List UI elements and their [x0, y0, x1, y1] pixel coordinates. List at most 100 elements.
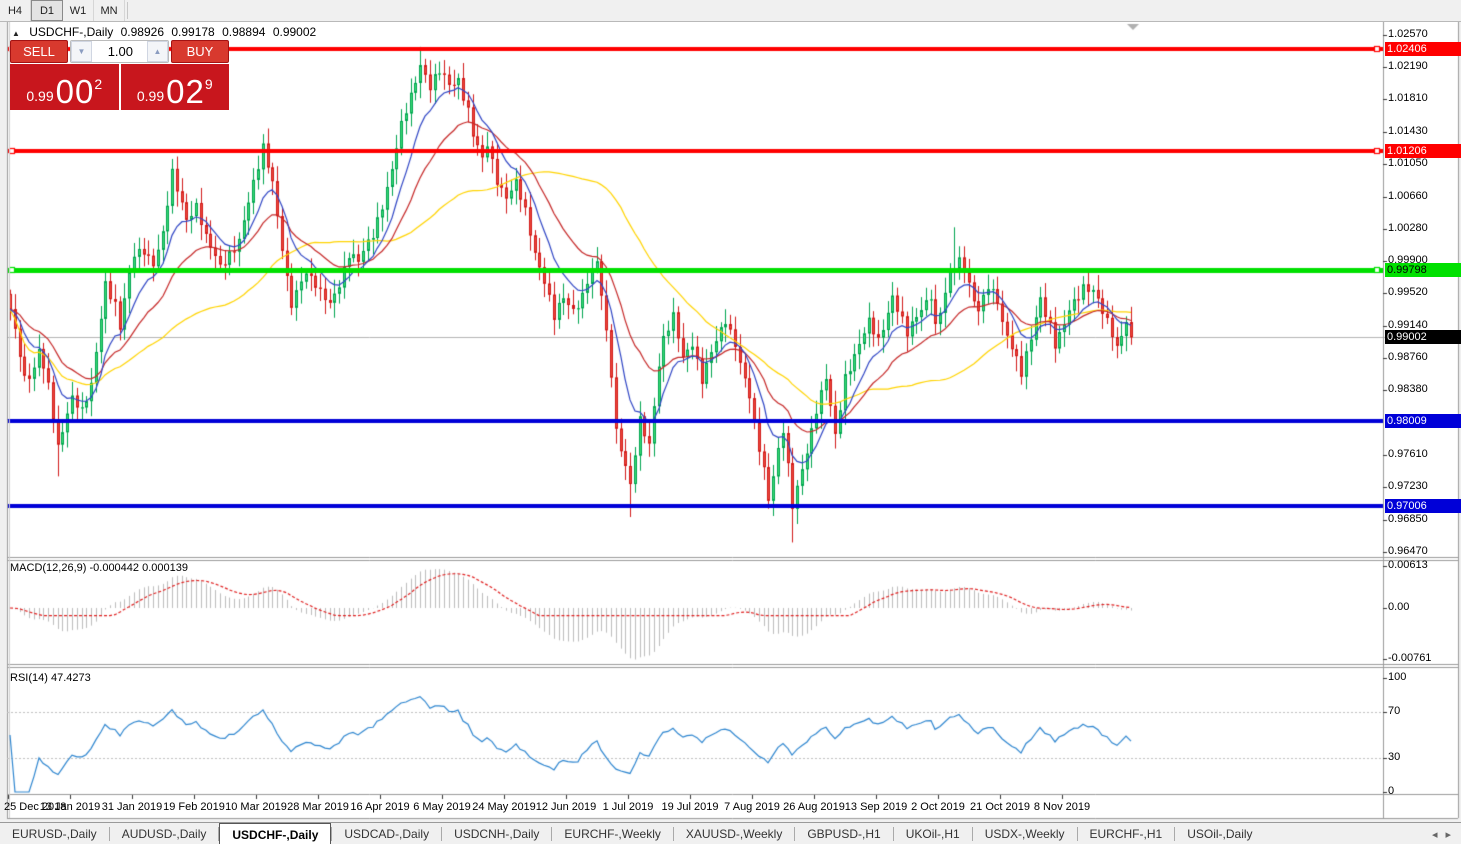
tab-separator: [971, 827, 973, 841]
date-tick-label: 19 Feb 2019: [163, 801, 225, 813]
chart-tab-eurusd-daily[interactable]: EURUSD-,Daily: [12, 827, 97, 841]
chart-tab-audusd-daily[interactable]: AUDUSD-,Daily: [121, 827, 207, 841]
chart-title-bar: ▲ USDCHF-,Daily 0.98926 0.99178 0.98894 …: [12, 25, 320, 39]
date-tick-label: 7 Aug 2019: [724, 801, 780, 813]
ohlc-open: 0.98926: [120, 25, 164, 39]
price-tick-label: 0.96850: [1388, 512, 1428, 525]
volume-input[interactable]: 1.00: [92, 41, 147, 62]
macd-label: MACD(12,26,9) -0.000442 0.000139: [10, 562, 188, 574]
buy-price-pip: 9: [204, 76, 213, 92]
timeframe-button-w1[interactable]: W1: [63, 0, 94, 21]
tab-scroll-left-icon[interactable]: ◂: [1431, 828, 1438, 841]
tab-separator: [331, 827, 333, 841]
tab-scroll-right-icon[interactable]: ▸: [1445, 828, 1451, 841]
buy-button[interactable]: BUY: [171, 40, 229, 63]
date-tick-label: 6 May 2019: [413, 801, 471, 813]
price-level-badge: 0.99798: [1385, 262, 1461, 277]
price-tick-label: 1.01050: [1388, 156, 1428, 169]
macd-axis-label: 0.00613: [1388, 559, 1428, 571]
chart-tab-usdchf-daily[interactable]: USDCHF-,Daily: [219, 823, 332, 844]
volume-spinner: ▼ 1.00 ▲: [70, 40, 169, 63]
date-tick-label: 31 Jan 2019: [101, 801, 163, 813]
chart-tab-usdcnh-daily[interactable]: USDCNH-,Daily: [454, 827, 540, 841]
date-tick-label: 12 Jun 2019: [535, 801, 597, 813]
tab-separator: [1174, 827, 1176, 841]
tab-separator: [551, 827, 553, 841]
timeframe-toolbar: H4 D1 W1 MN: [0, 0, 1461, 22]
price-tick-label: 1.01430: [1388, 124, 1428, 137]
chart-symbol-title: USDCHF-,Daily: [29, 25, 114, 39]
date-tick-label: 13 Jan 2019: [39, 801, 101, 813]
price-tick-label: 1.02570: [1388, 28, 1428, 40]
ohlc-high: 0.99178: [171, 25, 215, 39]
price-tick-label: 1.00280: [1388, 222, 1428, 234]
sell-price-prefix: 0.99: [26, 88, 54, 104]
collapse-trade-panel-icon[interactable]: ▲: [12, 29, 20, 38]
price-tick-label: 0.97230: [1388, 480, 1428, 493]
tab-separator: [794, 827, 796, 841]
buy-price-button[interactable]: 0.99 02 9: [120, 64, 229, 110]
tab-separator: [441, 827, 443, 841]
buy-price-prefix: 0.99: [136, 88, 165, 104]
chart-tab-bar: EURUSD-,Daily AUDUSD-,Daily USDCHF-,Daily U…: [0, 822, 1461, 844]
tab-separator: [108, 827, 110, 841]
tab-separator: [672, 827, 674, 841]
price-level-badge: 1.02406: [1385, 41, 1461, 56]
price-tick-label: 0.99520: [1388, 286, 1428, 299]
ohlc-low: 0.98894: [222, 25, 266, 39]
date-tick-label: 10 Mar 2019: [225, 801, 287, 813]
price-level-badge: 1.01206: [1385, 143, 1461, 158]
timeframe-button-d1[interactable]: D1: [31, 0, 63, 21]
tab-separator: [892, 827, 894, 841]
tab-separator: [1076, 827, 1078, 841]
date-tick-label: 28 Mar 2019: [287, 801, 349, 813]
price-level-badge: 0.98009: [1385, 414, 1461, 429]
price-tick-label: 0.98380: [1388, 382, 1428, 395]
date-tick-label: 1 Jul 2019: [602, 801, 654, 813]
rsi-axis-label: 30: [1388, 750, 1401, 763]
chart-tab-gbpusd-h1[interactable]: GBPUSD-,H1: [807, 827, 881, 841]
rsi-axis-label: 0: [1388, 785, 1395, 797]
price-tick-label: 1.02190: [1388, 60, 1428, 73]
chart-tab-ukoil-h1[interactable]: UKOil-,H1: [905, 827, 960, 841]
price-tick-label: 1.00660: [1388, 189, 1428, 202]
chart-tab-usdx-weekly[interactable]: USDX-,Weekly: [984, 827, 1065, 841]
chart-tab-eurchf-h1[interactable]: EURCHF-,H1: [1089, 827, 1163, 841]
chart-tab-xauusd-weekly[interactable]: XAUUSD-,Weekly: [685, 827, 783, 841]
price-tick-label: 0.96470: [1388, 544, 1428, 557]
toolbar-separator: [127, 2, 128, 19]
price-tick-label: 1.01810: [1388, 92, 1428, 105]
date-tick-label: 24 May 2019: [472, 801, 536, 813]
date-tick-label: 19 Jul 2019: [661, 801, 719, 813]
date-tick-label: 13 Sep 2019: [844, 801, 908, 813]
chart-tab-usoil-daily[interactable]: USOil-,Daily: [1187, 827, 1253, 841]
chart-tab-eurchf-weekly[interactable]: EURCHF-,Weekly: [564, 827, 661, 841]
price-tick-label: 0.97610: [1388, 448, 1428, 461]
timeframe-button-mn[interactable]: MN: [94, 0, 125, 21]
timeframe-button-h4[interactable]: H4: [0, 0, 31, 21]
date-tick-label: 16 Apr 2019: [350, 801, 410, 813]
sell-price-button[interactable]: 0.99 00 2: [10, 64, 119, 110]
date-tick-label: 21 Oct 2019: [970, 801, 1030, 813]
price-level-badge: 0.97006: [1385, 499, 1461, 514]
tab-scroll-arrows: ◂ ▸: [1422, 823, 1461, 844]
tab-separator: [218, 827, 220, 841]
volume-increase-icon[interactable]: ▲: [147, 41, 168, 62]
date-tick-label: 8 Nov 2019: [1033, 801, 1091, 813]
chart-tab-usdcad-daily[interactable]: USDCAD-,Daily: [344, 827, 430, 841]
buy-price-main: 02: [166, 72, 205, 110]
date-tick-label: 25 Dec 2018: [4, 801, 67, 813]
sell-price-pip: 2: [94, 76, 103, 92]
current-price-badge: 0.99002: [1385, 330, 1461, 345]
rsi-label: RSI(14) 47.4273: [10, 672, 91, 684]
volume-decrease-icon[interactable]: ▼: [71, 41, 92, 62]
macd-axis-label: 0.00: [1388, 601, 1410, 613]
price-tick-label: 0.98760: [1388, 350, 1428, 363]
sell-price-main: 00: [55, 72, 95, 110]
price-tick-label: 0.99140: [1388, 318, 1428, 331]
sell-button[interactable]: SELL: [10, 40, 68, 63]
date-tick-label: 26 Aug 2019: [783, 801, 845, 813]
date-tick-label: 2 Oct 2019: [911, 801, 965, 813]
